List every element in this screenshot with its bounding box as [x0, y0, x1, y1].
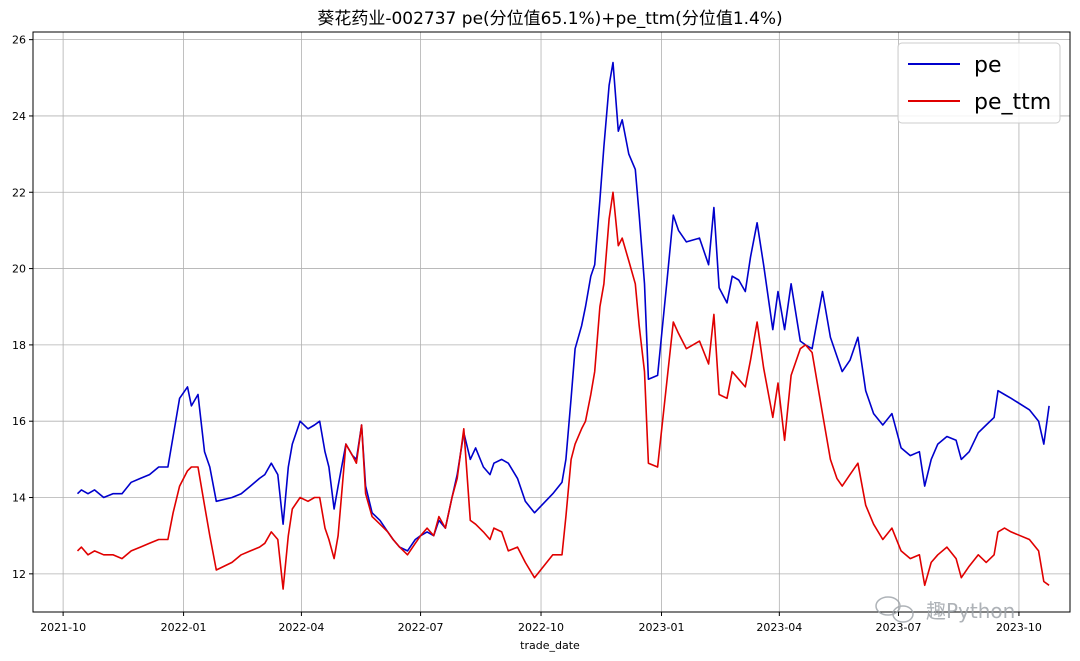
y-tick-label: 18: [12, 339, 26, 352]
y-axis: 12 14 16 18 20 22 24 26: [12, 34, 33, 581]
wechat-icon: [875, 596, 914, 623]
y-tick-label: 20: [12, 263, 26, 276]
series-lines: [76, 61, 1050, 590]
x-axis: 2021-10 2022-01 2022-04 2022-07 2022-10 2023-…: [40, 612, 1042, 634]
x-tick-label: 2022-07: [398, 621, 444, 634]
y-tick-label: 16: [12, 415, 26, 428]
chart-title: 葵花药业-002737 pe(分位值65.1%)+pe_ttm(分位值1.4%): [317, 9, 782, 29]
watermark-text: 趣Python: [926, 599, 1015, 623]
x-tick-label: 2023-10: [996, 621, 1042, 634]
x-tick-label: 2023-01: [639, 621, 685, 634]
x-tick-label: 2023-04: [756, 621, 802, 634]
x-tick-label: 2022-10: [518, 621, 564, 634]
legend: pe pe_ttm: [897, 42, 1061, 124]
x-tick-label: 2022-01: [161, 621, 207, 634]
legend-label-pe-ttm: pe_ttm: [974, 90, 1051, 115]
y-tick-label: 14: [12, 492, 26, 505]
series-line-pe: [76, 61, 1050, 552]
series-line-pe-ttm: [76, 191, 1050, 590]
y-tick-label: 26: [12, 34, 26, 47]
y-tick-label: 24: [12, 110, 26, 123]
watermark: 趣Python: [875, 596, 1015, 623]
x-tick-label: 2021-10: [40, 621, 86, 634]
x-axis-label: trade_date: [520, 639, 580, 652]
x-tick-label: 2022-04: [278, 621, 324, 634]
legend-label-pe: pe: [974, 53, 1002, 78]
plot-area-frame: [32, 31, 1071, 613]
y-tick-label: 12: [12, 568, 26, 581]
y-tick-label: 22: [12, 186, 26, 199]
grid: [33, 32, 1070, 612]
x-tick-label: 2023-07: [875, 621, 921, 634]
